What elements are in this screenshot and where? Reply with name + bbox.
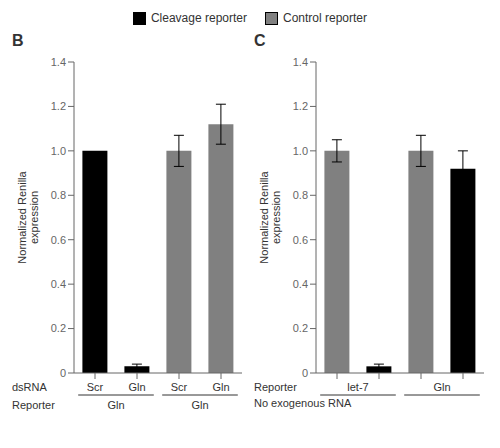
svg-text:0.2: 0.2	[293, 322, 308, 334]
svg-text:1.0: 1.0	[51, 145, 66, 157]
svg-text:Gln: Gln	[191, 399, 208, 411]
svg-text:Scr: Scr	[171, 381, 188, 393]
svg-text:Scr: Scr	[87, 381, 104, 393]
svg-text:0.4: 0.4	[51, 278, 66, 290]
svg-text:0.6: 0.6	[293, 234, 308, 246]
html-text:C: C	[254, 32, 266, 49]
svg-text:let-7: let-7	[347, 381, 368, 393]
svg-text:Gln: Gln	[433, 381, 450, 393]
svg-text:Gln: Gln	[128, 381, 145, 393]
svg-text:Normalized Renillaexpression: Normalized Renillaexpression	[16, 170, 40, 263]
svg-text:Reporter: Reporter	[254, 381, 297, 393]
svg-text:dsRNA: dsRNA	[12, 381, 48, 393]
svg-text:1.4: 1.4	[51, 56, 66, 68]
html-text:Cleavage reporter: Cleavage reporter	[150, 11, 247, 25]
svg-text:0.6: 0.6	[51, 234, 66, 246]
svg-text:0.4: 0.4	[293, 278, 308, 290]
svg-text:1.0: 1.0	[293, 145, 308, 157]
svg-text:Gln: Gln	[212, 381, 229, 393]
html-text:B: B	[12, 32, 24, 49]
svg-text:Normalized Renillaexpression: Normalized Renillaexpression	[258, 170, 282, 263]
svg-text:0: 0	[60, 367, 66, 379]
svg-text:No exogenous RNA: No exogenous RNA	[254, 397, 352, 409]
svg-text:0.2: 0.2	[51, 322, 66, 334]
html-text:Control reporter: Control reporter	[283, 11, 367, 25]
svg-text:0.8: 0.8	[51, 189, 66, 201]
svg-text:Reporter: Reporter	[12, 399, 55, 411]
svg-text:1.4: 1.4	[293, 56, 308, 68]
svg-text:Gln: Gln	[107, 399, 124, 411]
svg-text:0: 0	[302, 367, 308, 379]
svg-text:1.2: 1.2	[51, 100, 66, 112]
svg-text:0.8: 0.8	[293, 189, 308, 201]
svg-text:1.2: 1.2	[293, 100, 308, 112]
